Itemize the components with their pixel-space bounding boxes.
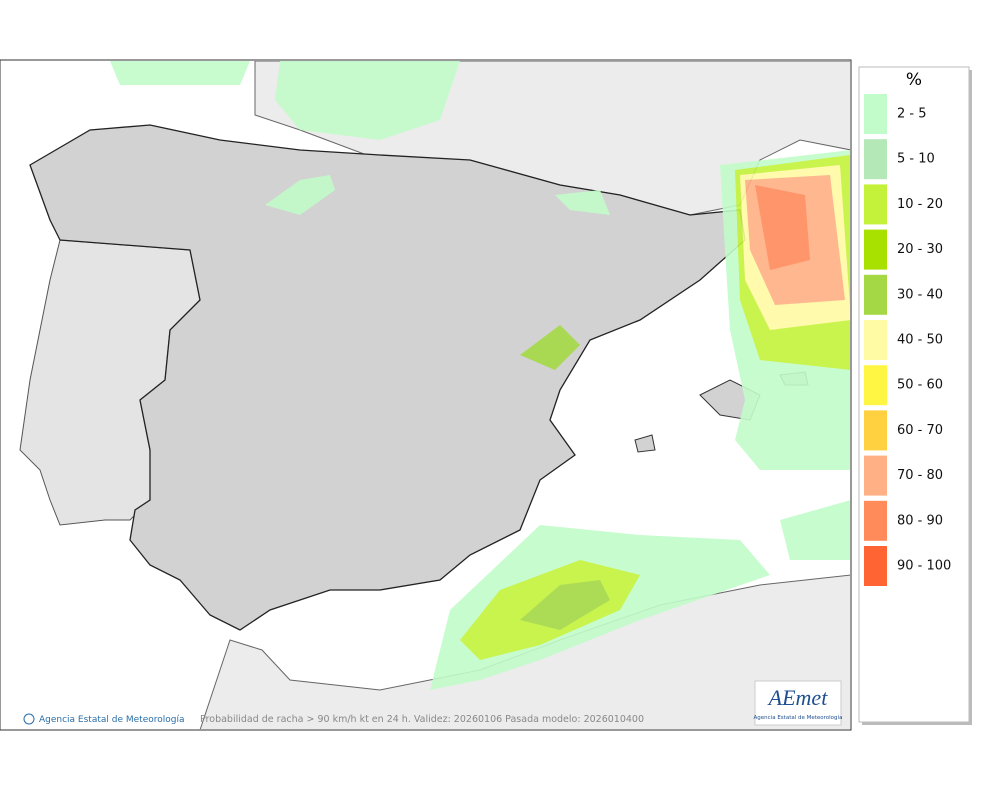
spain	[29, 124, 746, 631]
legend: % 2 - 5 5 - 10 10 - 20 20 - 30 30 - 40 40 - 5…	[858, 66, 972, 725]
logo-box	[754, 680, 842, 726]
legend-label: 80 - 90	[897, 513, 943, 528]
caption: Probabilidad de racha > 90 km/h kt en 24…	[200, 714, 644, 725]
legend-swatch	[864, 94, 887, 134]
legend-swatch	[864, 184, 887, 225]
legend-swatch	[864, 320, 887, 360]
legend-swatch	[864, 274, 887, 315]
legend-swatch	[864, 410, 887, 451]
probability-field	[110, 61, 850, 690]
legend-label: 90 - 100	[897, 559, 951, 574]
legend-title: %	[906, 70, 922, 90]
legend-swatch	[864, 229, 887, 270]
ibiza	[634, 434, 656, 453]
legend-label: 70 - 80	[897, 468, 943, 483]
map: Agencia Estatal de Meteorología Probabil…	[0, 59, 852, 731]
legend-label: 20 - 30	[897, 242, 943, 257]
copyright-icon	[23, 713, 35, 725]
legend-swatch	[864, 139, 887, 180]
legend-label: 30 - 40	[897, 287, 943, 302]
legend-label: 50 - 60	[897, 378, 943, 393]
logo-name: AEmet	[767, 685, 829, 710]
credit: Agencia Estatal de Meteorología	[39, 715, 185, 725]
legend-swatch	[864, 546, 887, 586]
legend-label: 2 - 5	[897, 107, 927, 122]
legend-label: 10 - 20	[897, 197, 943, 212]
legend-label: 5 - 10	[897, 152, 935, 167]
legend-swatch	[864, 500, 887, 541]
legend-swatch	[864, 365, 887, 406]
legend-swatch	[864, 455, 887, 496]
legend-label: 60 - 70	[897, 423, 943, 438]
logo-subtitle: Agencia Estatal de Meteorología	[754, 714, 843, 721]
legend-label: 40 - 50	[897, 333, 943, 348]
